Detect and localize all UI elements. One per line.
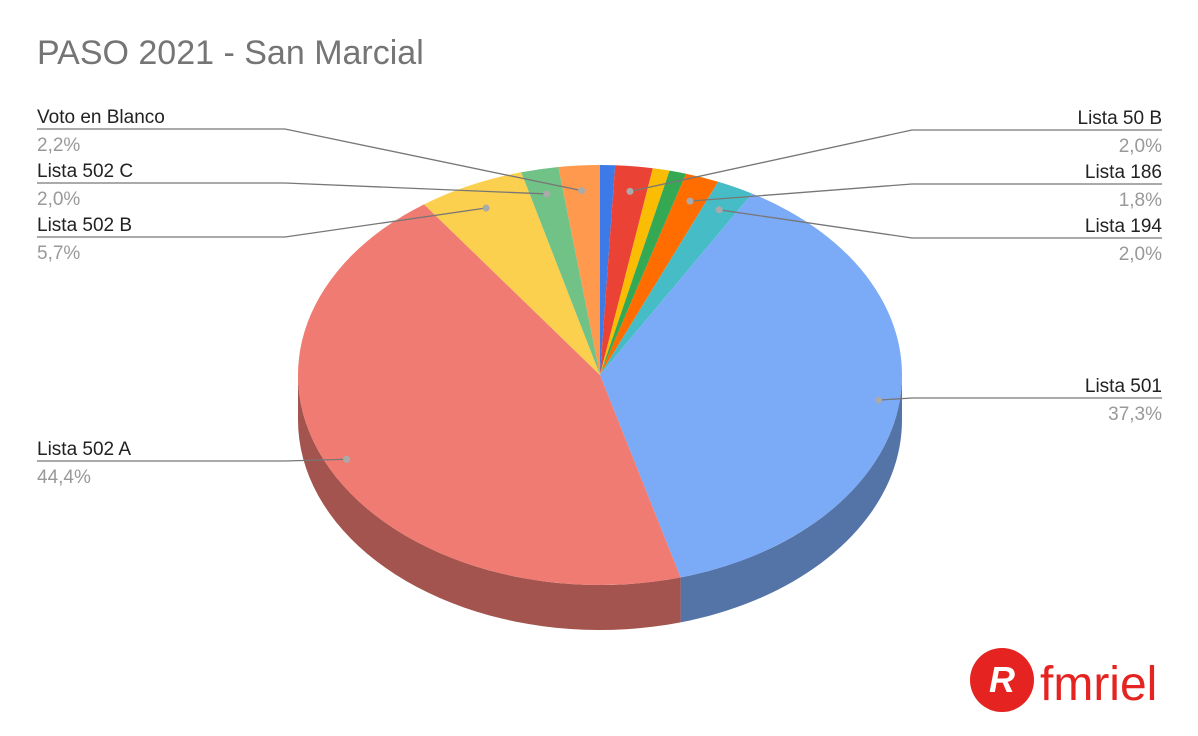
slice-label: Lista 502 A (37, 439, 131, 460)
leader-dot (482, 204, 490, 212)
leader-line (37, 182, 547, 195)
slice-label: Lista 194 (1085, 216, 1163, 237)
slice-value-label: 44,4% (37, 467, 91, 488)
slice (600, 168, 670, 375)
leader-dot (543, 190, 551, 198)
leader-line (719, 209, 1162, 239)
slice-value-label: 2,0% (1119, 136, 1162, 157)
slice-side (298, 375, 681, 630)
slice (558, 165, 600, 375)
leader-line (37, 207, 487, 238)
slice-label: Lista 501 (1085, 376, 1162, 397)
leader-line (37, 458, 347, 462)
slice-side (680, 375, 902, 623)
slice-label: Lista 50 B (1078, 108, 1163, 129)
slice-label: Lista 502 B (37, 215, 132, 236)
leader-dot (686, 197, 694, 205)
slice-value-label: 2,0% (1119, 244, 1162, 265)
leader-line (37, 128, 582, 192)
slice (297, 204, 681, 585)
slice (600, 173, 719, 375)
slice (424, 172, 600, 375)
logo: R fmriel (970, 648, 1157, 712)
leader-dot (715, 206, 723, 214)
slice-label: Lista 502 C (37, 161, 133, 182)
leader-line (689, 183, 1162, 202)
slice-value-label: 5,7% (37, 243, 80, 264)
leader-dot (875, 396, 883, 404)
logo-text: fmriel (1040, 658, 1157, 711)
slice-value-label: 2,0% (37, 189, 80, 210)
slice-label: Lista 186 (1085, 162, 1162, 183)
slice-value-label: 2,2% (37, 135, 80, 156)
leader-dot (343, 455, 351, 463)
leader-dot (578, 187, 586, 195)
logo-icon (970, 648, 1034, 712)
logo-letter: R (989, 659, 1015, 700)
chart-title: PASO 2021 - San Marcial (37, 34, 424, 72)
leader-dot (626, 187, 634, 195)
slice (521, 167, 600, 375)
slice (600, 165, 616, 375)
slice-value-label: 1,8% (1119, 190, 1162, 211)
leader-line (878, 397, 1162, 401)
slice-value-label: 37,3% (1108, 404, 1162, 425)
slice (600, 193, 903, 578)
leader-line (629, 129, 1162, 193)
slice (600, 181, 753, 375)
slice (600, 170, 687, 375)
slice-label: Voto en Blanco (37, 107, 165, 128)
slice (600, 165, 653, 375)
